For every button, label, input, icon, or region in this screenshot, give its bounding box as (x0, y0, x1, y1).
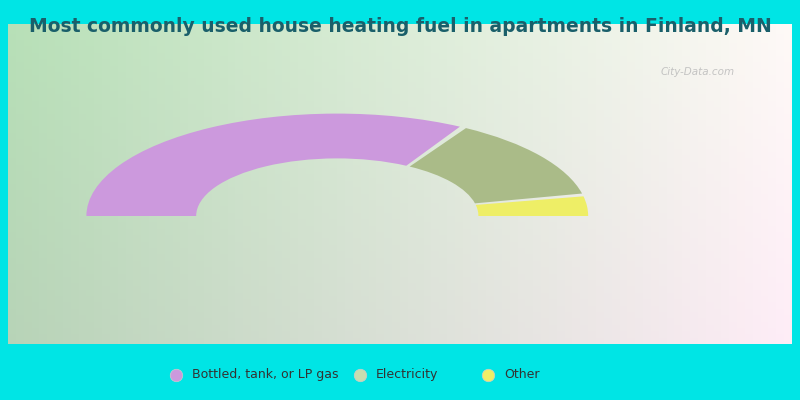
Wedge shape (86, 114, 460, 216)
Text: Most commonly used house heating fuel in apartments in Finland, MN: Most commonly used house heating fuel in… (29, 17, 771, 36)
Text: Bottled, tank, or LP gas: Bottled, tank, or LP gas (192, 368, 338, 381)
Wedge shape (476, 196, 588, 216)
Text: Other: Other (504, 368, 539, 381)
Wedge shape (410, 128, 582, 203)
Text: Electricity: Electricity (376, 368, 438, 381)
Text: City-Data.com: City-Data.com (661, 67, 735, 77)
